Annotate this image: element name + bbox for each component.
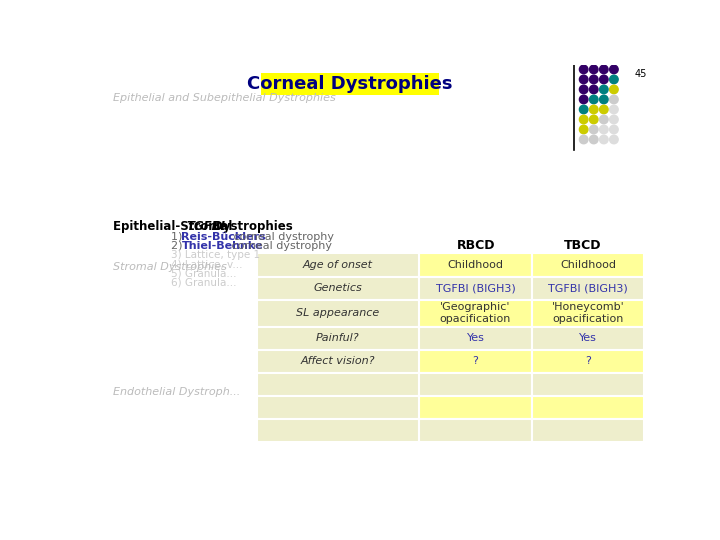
Circle shape — [590, 75, 598, 84]
Text: Dystrophies: Dystrophies — [209, 220, 292, 233]
Text: Childhood: Childhood — [560, 260, 616, 270]
Text: Yes: Yes — [467, 333, 485, 343]
Circle shape — [580, 85, 588, 93]
Circle shape — [590, 105, 598, 114]
Circle shape — [600, 95, 608, 104]
Bar — [532, 396, 644, 419]
Text: Childhood: Childhood — [448, 260, 503, 270]
Text: Thiel-Behnke: Thiel-Behnke — [181, 241, 263, 251]
Circle shape — [580, 125, 588, 134]
Circle shape — [590, 115, 598, 124]
Bar — [532, 373, 644, 396]
Circle shape — [590, 135, 598, 144]
Text: ?: ? — [585, 356, 591, 366]
Bar — [256, 276, 419, 300]
Bar — [256, 373, 419, 396]
Bar — [419, 350, 532, 373]
Text: 45: 45 — [634, 70, 647, 79]
Text: RBCD: RBCD — [456, 239, 495, 252]
Circle shape — [590, 95, 598, 104]
Circle shape — [580, 75, 588, 84]
Circle shape — [610, 75, 618, 84]
Bar — [419, 300, 532, 327]
Text: Epithelial-Stromal: Epithelial-Stromal — [113, 220, 237, 233]
Circle shape — [610, 95, 618, 104]
Text: ?: ? — [472, 356, 479, 366]
Circle shape — [580, 95, 588, 104]
Circle shape — [580, 105, 588, 114]
Circle shape — [610, 105, 618, 114]
FancyBboxPatch shape — [261, 73, 438, 95]
Circle shape — [590, 65, 598, 73]
Text: TGFBI (BIGH3): TGFBI (BIGH3) — [548, 283, 628, 293]
Text: 'Geographic'
opacification: 'Geographic' opacification — [440, 302, 511, 324]
Circle shape — [600, 75, 608, 84]
Circle shape — [580, 135, 588, 144]
Circle shape — [610, 115, 618, 124]
Circle shape — [590, 125, 598, 134]
Text: 1): 1) — [171, 232, 186, 241]
Circle shape — [580, 115, 588, 124]
Circle shape — [600, 105, 608, 114]
Text: 6) Granula...: 6) Granula... — [171, 278, 237, 288]
Bar — [532, 350, 644, 373]
Text: TBCD: TBCD — [563, 239, 601, 252]
Bar — [532, 253, 644, 276]
Circle shape — [600, 85, 608, 93]
Bar — [419, 419, 532, 442]
Bar — [419, 276, 532, 300]
Circle shape — [600, 115, 608, 124]
Bar — [256, 396, 419, 419]
Text: Yes: Yes — [579, 333, 597, 343]
Bar — [256, 300, 419, 327]
Text: corneal dystrophy: corneal dystrophy — [230, 232, 334, 241]
Bar — [256, 350, 419, 373]
Circle shape — [610, 125, 618, 134]
Text: 'Honeycomb'
opacification: 'Honeycomb' opacification — [552, 302, 624, 324]
Bar — [256, 419, 419, 442]
Bar — [532, 327, 644, 350]
Text: Epithelial and Subepithelial Dystrophies: Epithelial and Subepithelial Dystrophies — [113, 93, 336, 103]
Circle shape — [600, 135, 608, 144]
Bar — [532, 276, 644, 300]
Circle shape — [600, 125, 608, 134]
Circle shape — [610, 135, 618, 144]
Text: Stromal Dystrophies: Stromal Dystrophies — [113, 261, 227, 272]
Text: 5) Granula...: 5) Granula... — [171, 268, 237, 279]
Circle shape — [590, 85, 598, 93]
Bar — [532, 419, 644, 442]
Circle shape — [610, 65, 618, 73]
Text: Affect vision?: Affect vision? — [301, 356, 375, 366]
Bar — [419, 253, 532, 276]
Text: 2): 2) — [171, 241, 186, 251]
Bar — [532, 300, 644, 327]
Circle shape — [610, 85, 618, 93]
Bar — [419, 373, 532, 396]
Text: TGFBI (BIGH3): TGFBI (BIGH3) — [436, 283, 516, 293]
Text: Corneal Dystrophies: Corneal Dystrophies — [247, 75, 452, 93]
Bar — [256, 253, 419, 276]
Bar — [419, 396, 532, 419]
Circle shape — [600, 65, 608, 73]
Circle shape — [580, 65, 588, 73]
Text: TGFBI: TGFBI — [187, 220, 226, 233]
Text: 4) Lattice, v...: 4) Lattice, v... — [171, 259, 243, 269]
Text: 3) Lattice, type 1: 3) Lattice, type 1 — [171, 250, 261, 260]
Bar — [256, 327, 419, 350]
Text: Genetics: Genetics — [314, 283, 362, 293]
Bar — [419, 327, 532, 350]
Text: Painful?: Painful? — [316, 333, 360, 343]
Text: corneal dystrophy: corneal dystrophy — [228, 241, 332, 251]
Text: SL appearance: SL appearance — [297, 308, 379, 318]
Text: Endothelial Dystroph...: Endothelial Dystroph... — [113, 387, 240, 397]
Text: Age of onset: Age of onset — [303, 260, 373, 270]
Text: Reis-Bücklers: Reis-Bücklers — [181, 232, 266, 241]
